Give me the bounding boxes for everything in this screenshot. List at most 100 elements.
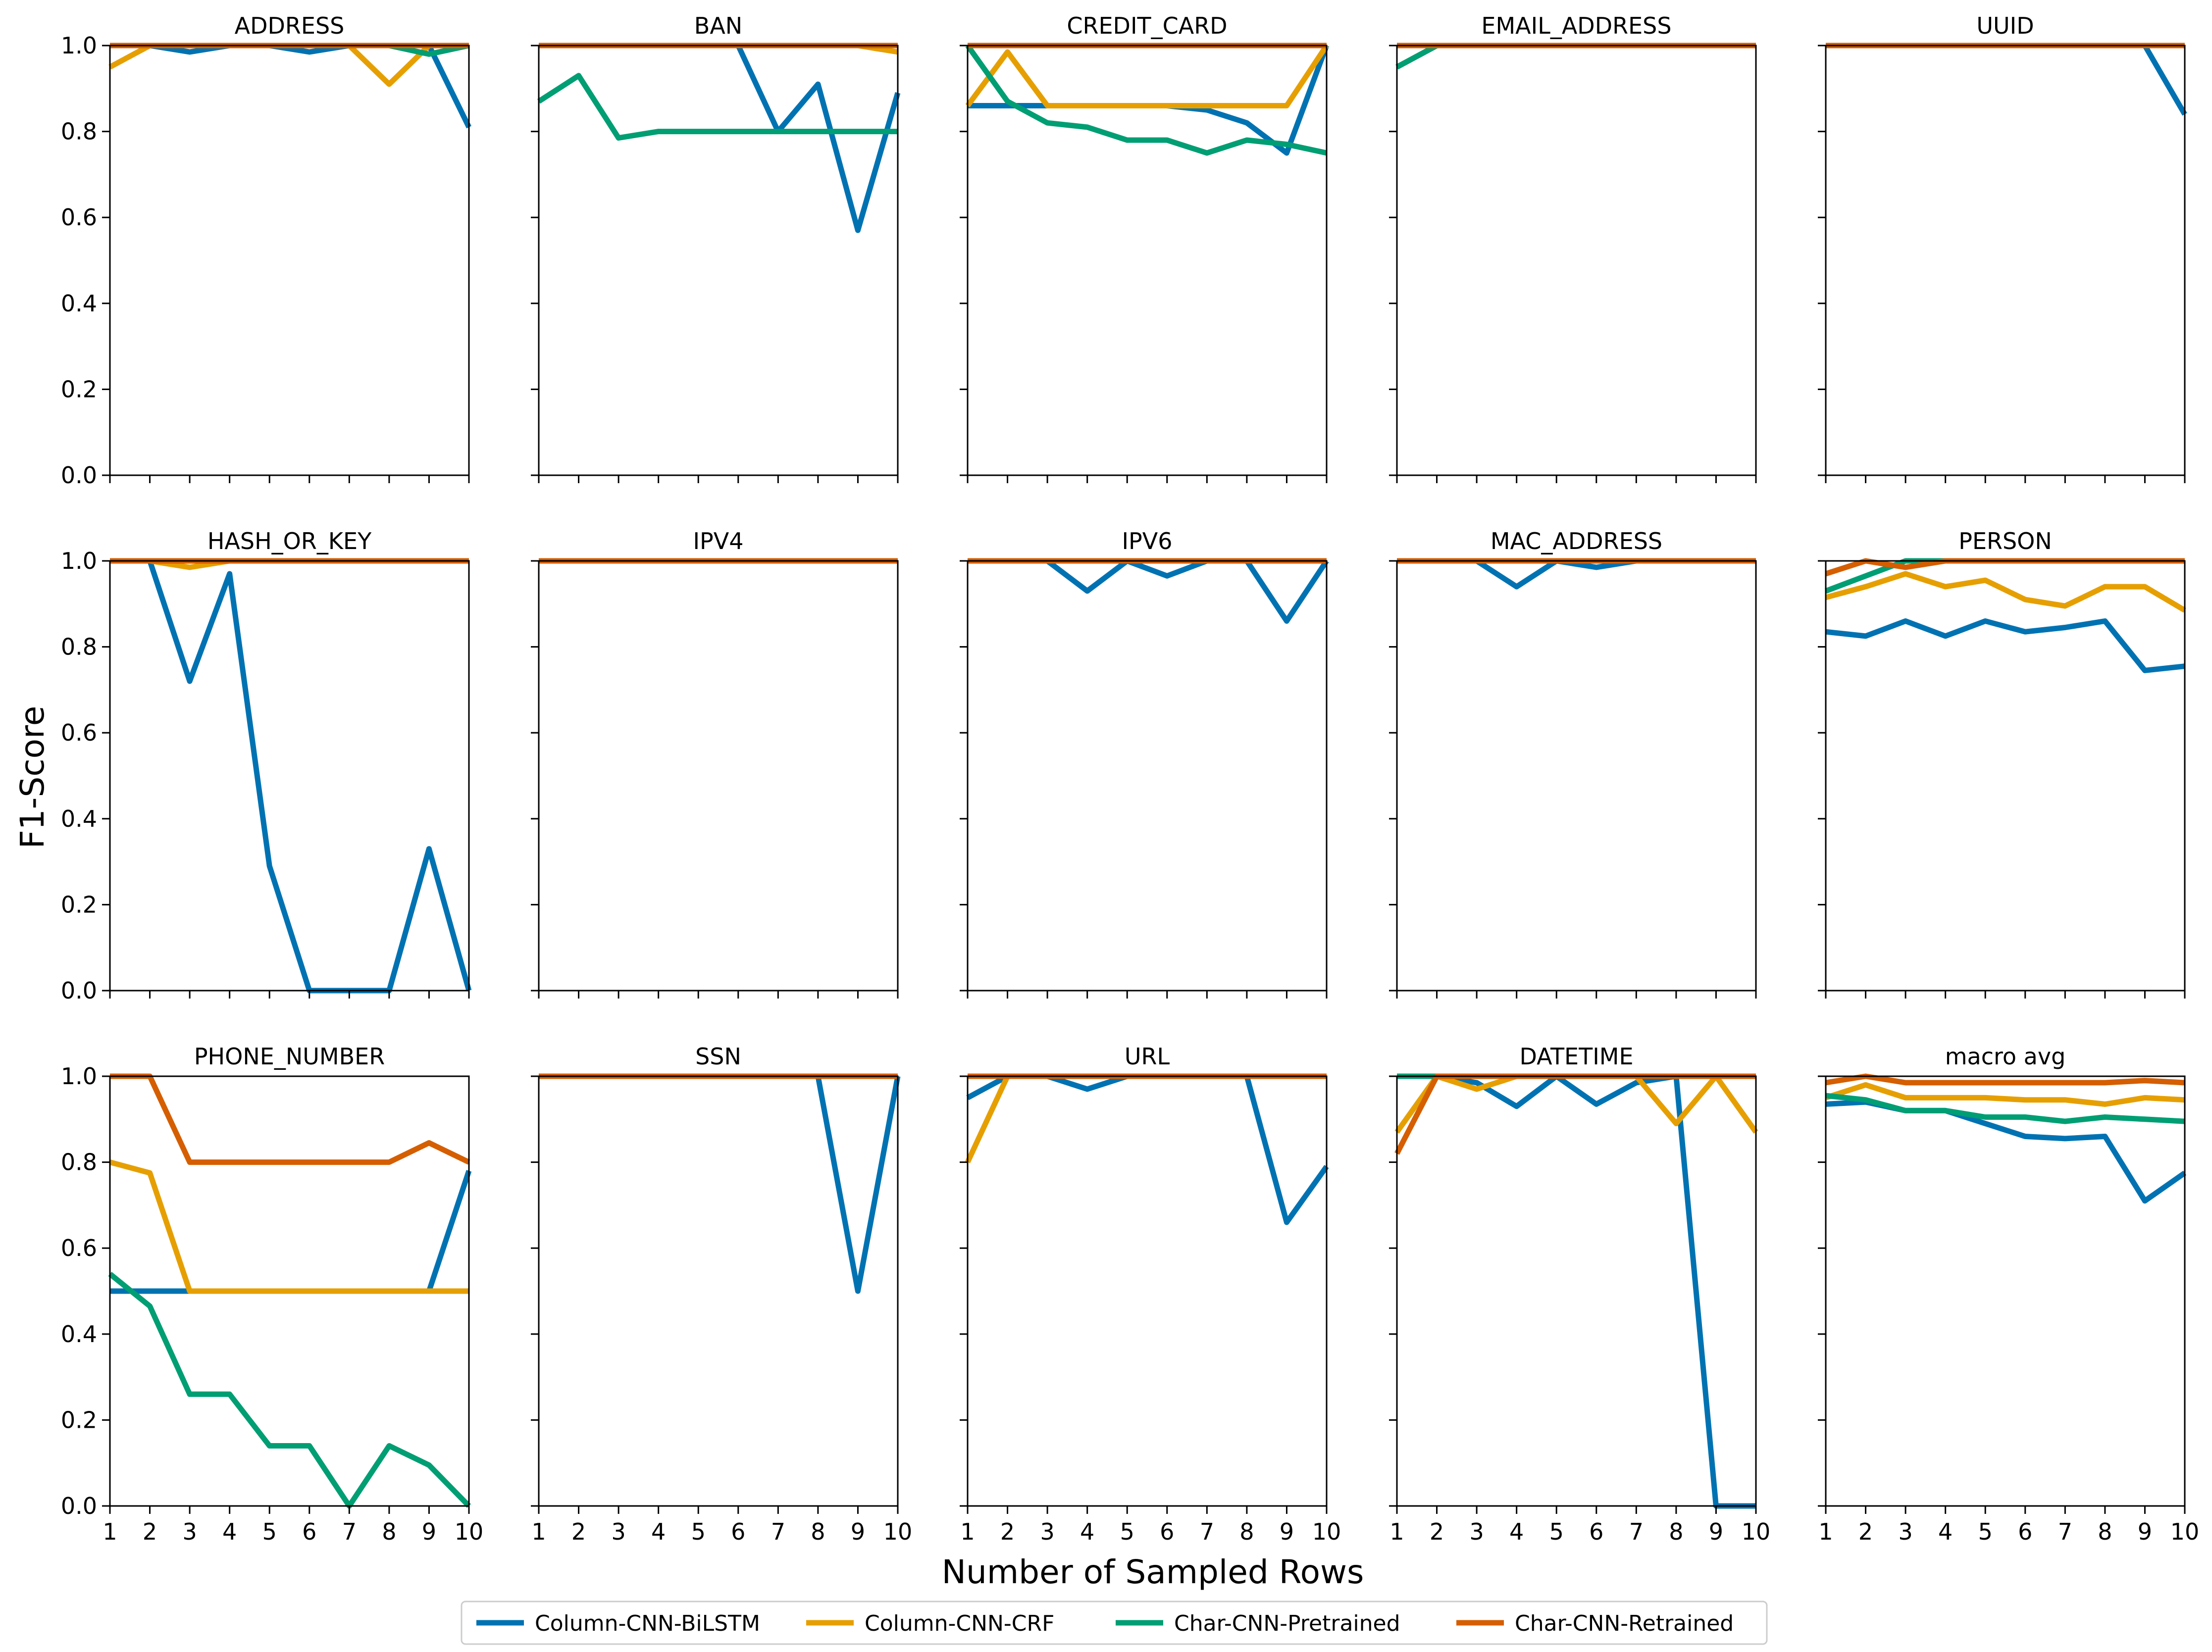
axes-frame: [109, 560, 470, 992]
y-tick-label: 0.8: [61, 118, 97, 145]
y-tick-label: 0.4: [61, 290, 97, 317]
panel-email-address: EMAIL_ADDRESS: [1389, 12, 1757, 483]
panel-mac-address: MAC_ADDRESS: [1389, 528, 1757, 999]
y-tick-label: 0.8: [61, 634, 97, 660]
x-tick-label: 5: [1549, 1518, 1564, 1545]
axes-frame: [1825, 560, 2186, 992]
y-tick-label: 0.2: [61, 1406, 97, 1433]
legend-label: Column-CNN-CRF: [865, 1611, 1054, 1636]
series-line-column-cnn-bilstm: [966, 1073, 1329, 1225]
panel-ban: BAN: [531, 12, 901, 483]
series-line-column-cnn-bilstm: [110, 1170, 472, 1294]
x-tick-label: 6: [1589, 1518, 1603, 1545]
axes-frame: [109, 45, 470, 476]
x-tick-label: 3: [611, 1518, 625, 1545]
x-tick-label: 2: [143, 1518, 157, 1545]
y-tick-label: 0.8: [61, 1149, 97, 1176]
x-tick-label: 7: [1200, 1518, 1214, 1545]
axes-frame: [109, 1075, 470, 1507]
x-tick-label: 8: [811, 1518, 825, 1545]
y-tick-label: 0.4: [61, 805, 97, 832]
axes-frame: [1396, 560, 1757, 992]
y-tick-label: 1.0: [61, 548, 97, 574]
panel-title: DATETIME: [1519, 1043, 1633, 1070]
legend-label: Char-CNN-Retrained: [1515, 1611, 1734, 1636]
y-tick-label: 1.0: [61, 32, 97, 59]
y-tick-label: 0.6: [61, 1235, 97, 1261]
series-line-column-cnn-crf: [965, 1073, 1327, 1163]
x-tick-label: 10: [2170, 1518, 2200, 1545]
panel-title: ADDRESS: [235, 12, 345, 39]
panel-uuid: UUID: [1818, 12, 2187, 483]
x-tick-label: 10: [1312, 1518, 1341, 1545]
panel-url: URL 1 2 3 4 5 6 7 8 9 10: [960, 1043, 1341, 1545]
panel-ssn: SSN 1 2 3 4 5 6 7 8 9 10: [531, 1043, 912, 1545]
series-line-char-cnn-retrained: [1825, 1073, 2185, 1086]
x-tick-label: 6: [1160, 1518, 1174, 1545]
x-tick-label: 9: [2138, 1518, 2152, 1545]
y-tick-label: 0.0: [61, 462, 97, 489]
y-tick-label: 0.4: [61, 1321, 97, 1348]
x-tick-label: 9: [1709, 1518, 1723, 1545]
panel-title: EMAIL_ADDRESS: [1481, 12, 1671, 39]
panel-address: ADDRESS 0.0 0.2 0.4 0.6 0.8 1.0: [61, 12, 471, 489]
x-tick-label: 1: [960, 1518, 975, 1545]
legend-frame: [461, 1601, 1768, 1645]
axes-frame: [538, 560, 899, 992]
x-tick-label: 7: [771, 1518, 785, 1545]
panel-hash-or-key: HASH_OR_KEY 0.0 0.2 0.4 0.6 0.8 1.0: [61, 528, 472, 1004]
x-tick-label: 9: [422, 1518, 436, 1545]
x-tick-label: 2: [571, 1518, 586, 1545]
series-line-column-cnn-bilstm: [1826, 43, 2187, 116]
x-tick-label: 4: [651, 1518, 666, 1545]
series-line-column-cnn-crf: [1825, 1082, 2185, 1107]
panel-title: IPV6: [1122, 528, 1172, 554]
series-line-column-cnn-bilstm: [1397, 1073, 1756, 1509]
x-tick-label: 2: [1000, 1518, 1015, 1545]
x-tick-label: 6: [2018, 1518, 2032, 1545]
x-axis-title: Number of Sampled Rows: [942, 1553, 1364, 1591]
x-tick-label: 3: [1898, 1518, 1912, 1545]
panel-title: PERSON: [1958, 528, 2052, 554]
panel-title: PHONE_NUMBER: [194, 1043, 385, 1070]
x-tick-label: 10: [455, 1518, 484, 1545]
axes-frame: [538, 45, 899, 476]
x-tick-label: 1: [531, 1518, 546, 1545]
x-tick-label: 2: [1430, 1518, 1444, 1545]
panel-ipv6: IPV6: [960, 528, 1329, 999]
x-tick-label: 5: [691, 1518, 706, 1545]
series-line-char-cnn-pretrained: [108, 1272, 471, 1509]
panel-title: IPV4: [693, 528, 743, 554]
x-tick-label: 5: [1978, 1518, 1993, 1545]
panel-phone-number: PHONE_NUMBER 0.0 0.2 0.4 0.6 0.8 1.0 1 2 3 4 5 6 7 8 9 1…: [61, 1043, 483, 1545]
x-tick-label: 4: [1509, 1518, 1524, 1545]
x-tick-label: 3: [1040, 1518, 1054, 1545]
panel-title: BAN: [694, 12, 742, 39]
axes-frame: [538, 1075, 899, 1507]
panels-grid: ADDRESS 0.0 0.2 0.4 0.6 0.8 1.0 BAN CREDIT_CARD E…: [61, 12, 2199, 1545]
x-tick-label: 7: [342, 1518, 357, 1545]
x-tick-label: 7: [1629, 1518, 1644, 1545]
x-tick-label: 5: [1120, 1518, 1134, 1545]
x-tick-label: 5: [262, 1518, 277, 1545]
y-tick-label: 0.2: [61, 376, 97, 402]
series-line-char-cnn-pretrained: [965, 44, 1328, 156]
y-tick-label: 0.0: [61, 1493, 97, 1519]
y-tick-label: 1.0: [61, 1063, 97, 1090]
axes-frame: [967, 560, 1328, 992]
x-tick-label: 8: [382, 1518, 396, 1545]
axes-frame: [967, 1075, 1328, 1507]
y-tick-label: 0.6: [61, 719, 97, 746]
x-tick-label: 1: [1818, 1518, 1833, 1545]
axes-frame: [967, 45, 1328, 476]
series-line-column-cnn-crf: [1825, 571, 2186, 613]
series-line-column-cnn-bilstm: [1825, 618, 2185, 673]
x-tick-label: 7: [2058, 1518, 2072, 1545]
x-tick-label: 4: [222, 1518, 237, 1545]
x-tick-label: 9: [1280, 1518, 1294, 1545]
series-line-column-cnn-bilstm: [1397, 558, 1756, 590]
panel-datetime: DATETIME 1 2 3 4 5 6 7 8 9 10: [1389, 1043, 1770, 1545]
series-line-char-cnn-pretrained: [1825, 1093, 2185, 1124]
series-line-char-cnn-pretrained: [537, 73, 898, 141]
